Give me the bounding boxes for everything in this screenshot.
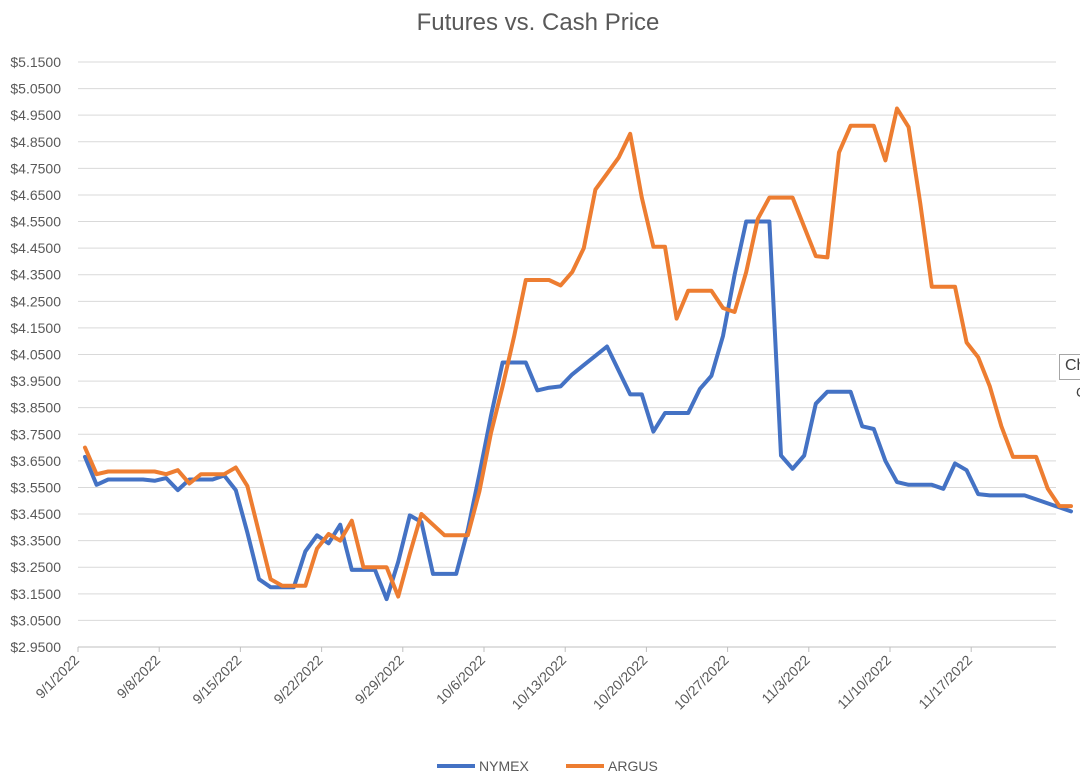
legend-label-argus: ARGUS	[608, 758, 658, 774]
x-axis-tick-labels: 9/1/2022 9/8/2022 9/15/2022 9/22/2022 9/29/2…	[32, 647, 975, 713]
y-tick-label: $3.6500	[10, 453, 61, 469]
legend: NYMEX ARGUS	[437, 758, 658, 774]
y-tick-label: $3.2500	[10, 559, 61, 575]
y-tick-label: $4.7500	[10, 160, 61, 176]
series-line-nymex	[83, 219, 1073, 602]
chart-title: Futures vs. Cash Price	[417, 9, 660, 36]
x-tick-label: 9/29/2022	[352, 652, 408, 708]
x-tick-label: 10/27/2022	[671, 652, 732, 713]
y-tick-label: $4.2500	[10, 293, 61, 309]
y-tick-label: $3.3500	[10, 533, 61, 549]
y-tick-label: $3.4500	[10, 506, 61, 522]
y-tick-label: $3.7500	[10, 426, 61, 442]
y-tick-label: $2.9500	[10, 639, 61, 655]
series-lines	[83, 106, 1073, 602]
y-tick-label: $4.1500	[10, 320, 61, 336]
chart-tooltip: Ch	[1059, 354, 1080, 380]
chart-tooltip-label: Ch	[1065, 357, 1080, 374]
series-line-argus	[83, 106, 1073, 599]
chart-tooltip-sub: C	[1076, 384, 1080, 400]
x-tick-label: 9/15/2022	[189, 652, 245, 708]
legend-label-nymex: NYMEX	[479, 758, 529, 774]
gridlines	[78, 61, 1056, 648]
y-tick-label: $4.5500	[10, 214, 61, 230]
y-tick-label: $4.6500	[10, 187, 61, 203]
x-tick-label: 10/13/2022	[508, 652, 569, 713]
x-tick-label: 10/20/2022	[590, 652, 651, 713]
y-tick-label: $3.9500	[10, 373, 61, 389]
x-tick-label: 9/22/2022	[270, 652, 326, 708]
y-tick-label: $4.3500	[10, 267, 61, 283]
x-tick-label: 11/17/2022	[915, 652, 975, 712]
x-tick-label: 9/8/2022	[113, 652, 163, 702]
y-tick-label: $3.5500	[10, 479, 61, 495]
y-tick-label: $3.1500	[10, 586, 61, 602]
y-tick-label: $3.8500	[10, 400, 61, 416]
x-tick-label: 11/10/2022	[834, 652, 894, 712]
y-tick-label: $5.0500	[10, 81, 61, 97]
y-axis-tick-labels: $2.9500 $3.0500 $3.1500 $3.2500 $3.3500 $3.45…	[10, 54, 61, 655]
y-tick-label: $4.4500	[10, 240, 61, 256]
x-tick-label: 9/1/2022	[32, 652, 82, 702]
y-tick-label: $5.1500	[10, 54, 61, 70]
x-tick-label: 10/6/2022	[433, 652, 489, 708]
y-tick-label: $4.0500	[10, 347, 61, 363]
x-tick-label: 11/3/2022	[758, 652, 813, 707]
y-tick-label: $3.0500	[10, 612, 61, 628]
y-tick-label: $4.8500	[10, 134, 61, 150]
y-tick-label: $4.9500	[10, 107, 61, 123]
